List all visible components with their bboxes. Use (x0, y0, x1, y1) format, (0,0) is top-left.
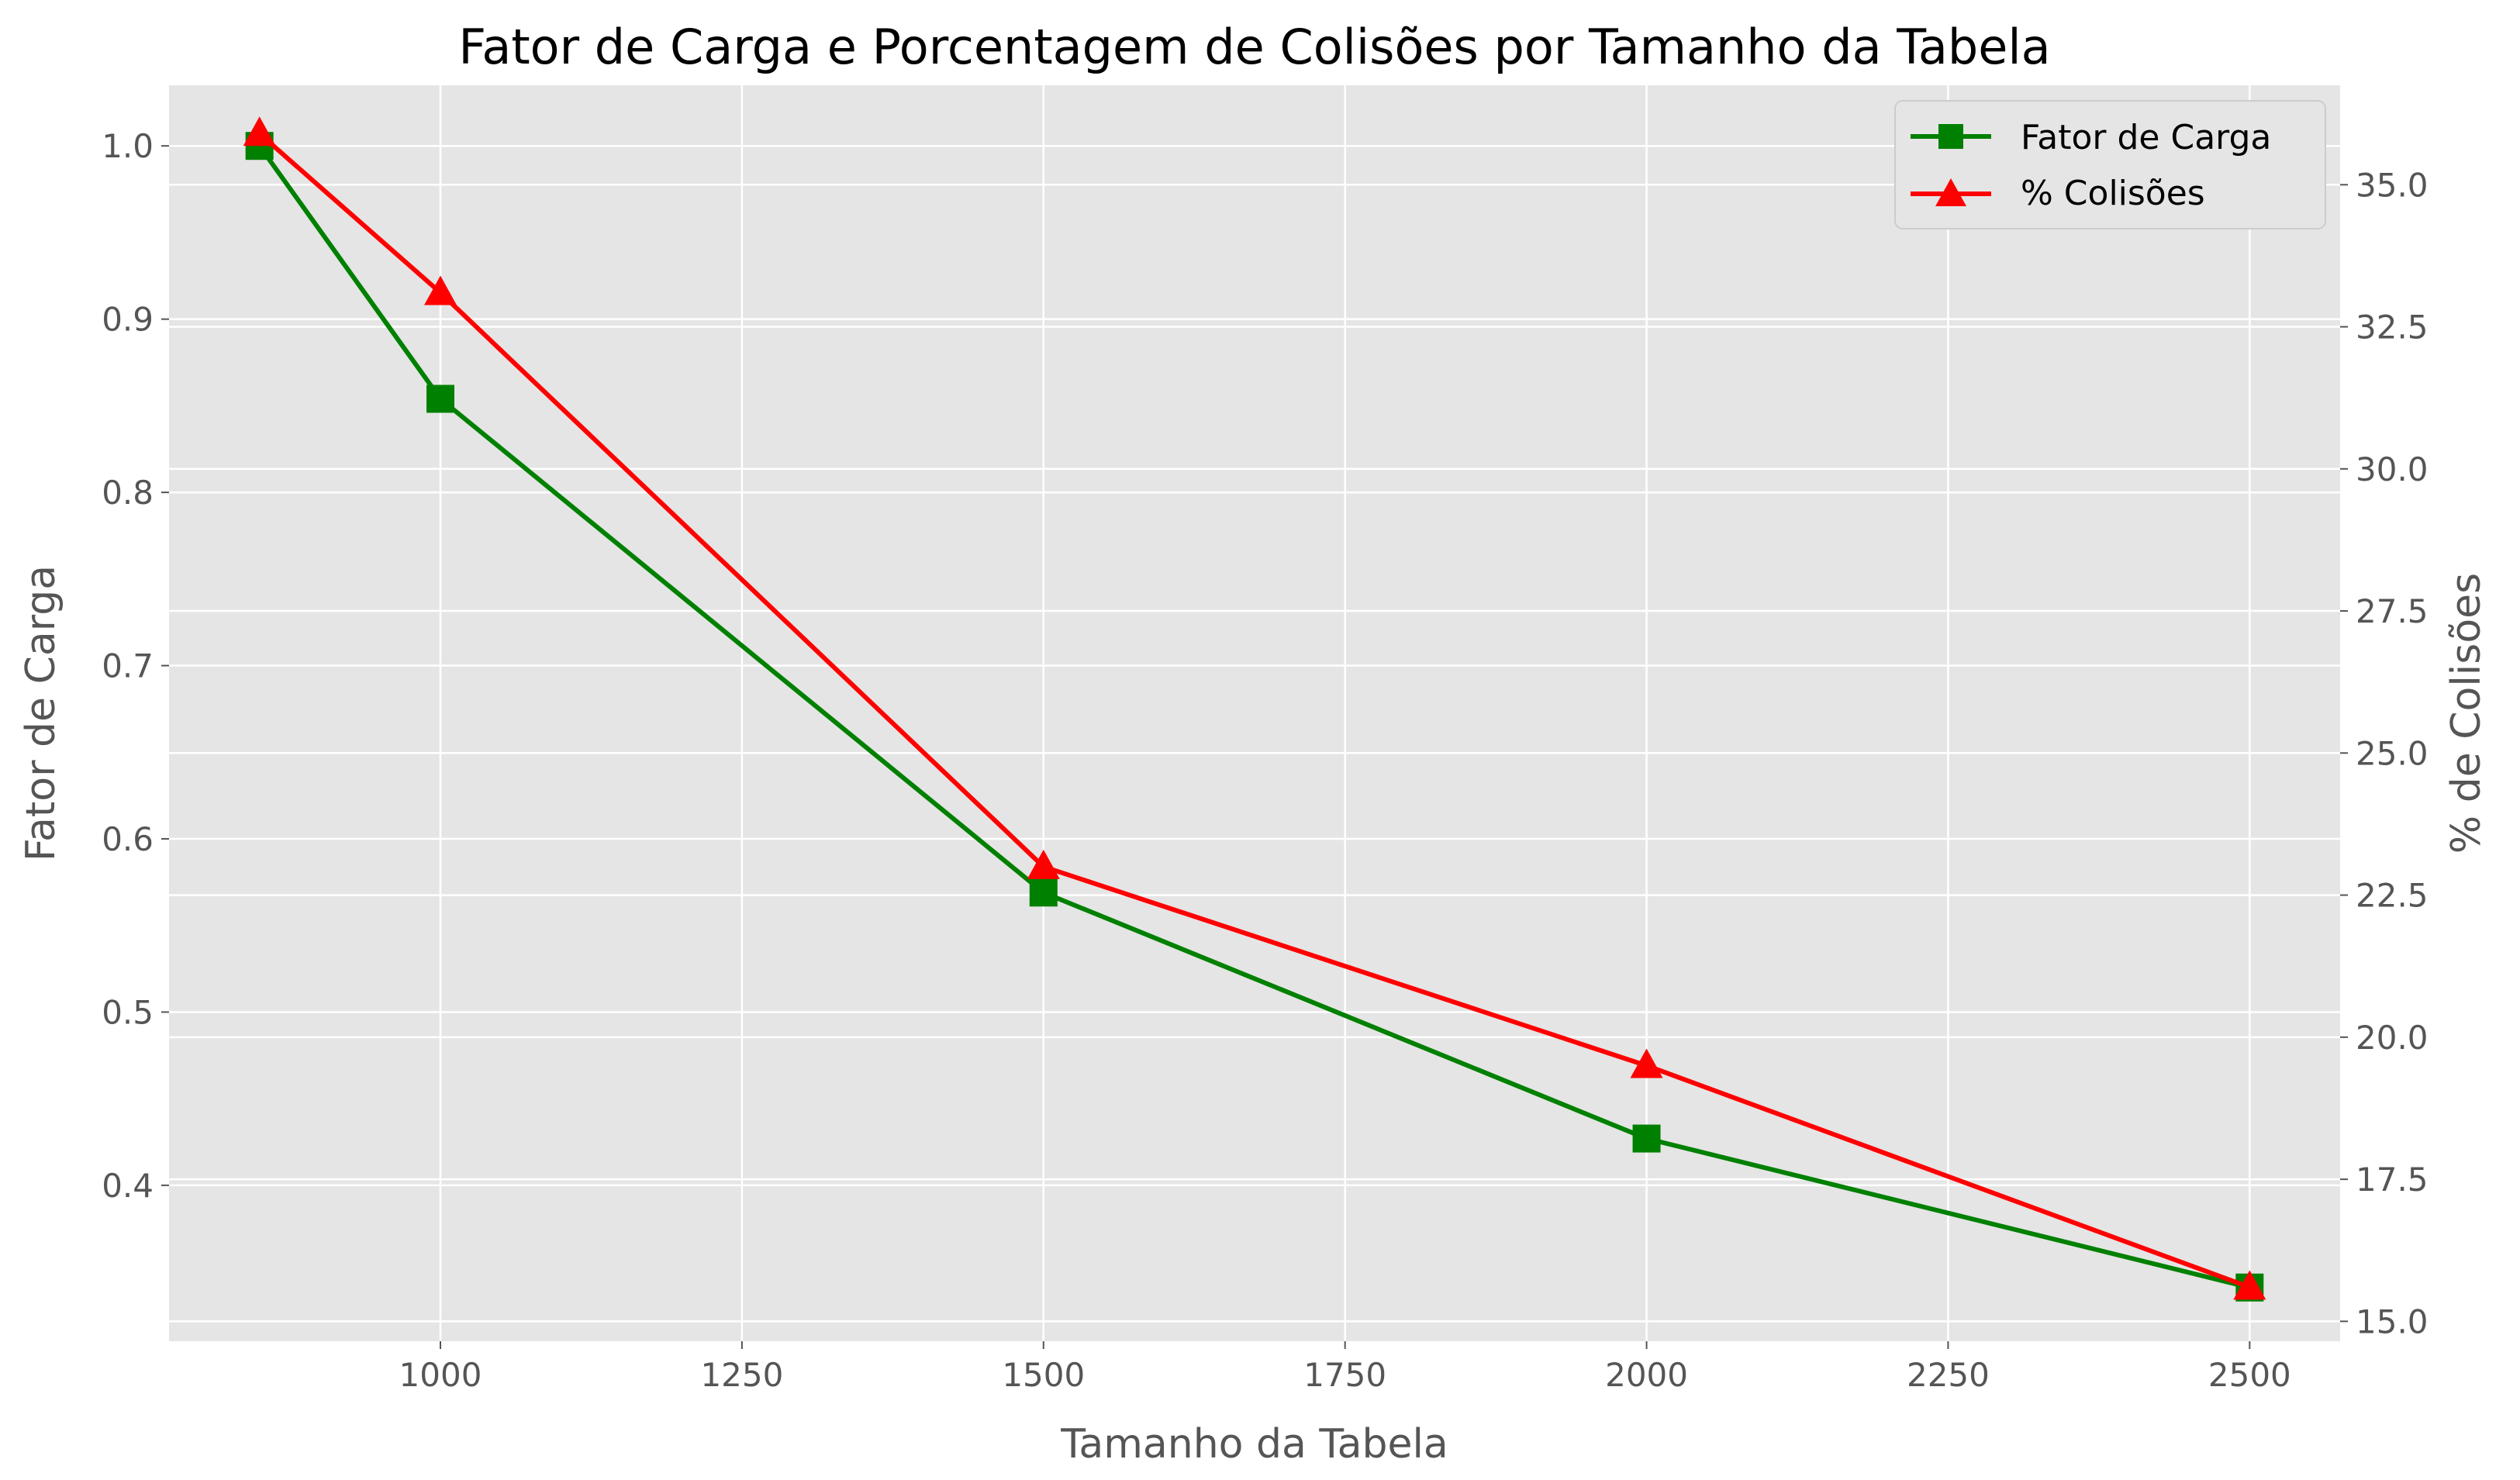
y-axis-label-right: % de Colisões (2443, 573, 2490, 854)
legend-text-fator: Fator de Carga (2021, 118, 2271, 157)
data-point-fator-de-carga (1029, 878, 1058, 907)
legend-box (1894, 100, 2326, 229)
y-right-tick-label: 27.5 (2356, 592, 2429, 630)
y-right-tick-label: 15.0 (2356, 1302, 2429, 1340)
y-right-tick-label: 20.0 (2356, 1019, 2429, 1057)
data-point-colisoes (1027, 849, 1060, 879)
x-tick-label: 2250 (1907, 1356, 1990, 1394)
chart-title: Fator de Carga e Porcentagem de Colisões… (458, 19, 2050, 75)
y-left-tick-label: 0.8 (102, 474, 154, 512)
ticks: 1000 1250 1500 1750 2000 2250 2500 0.4 0.5 0.6 0.7… (102, 127, 2428, 1394)
y-axis-label-left: Fator de Carga (18, 565, 64, 861)
data-point-colisoes (2233, 1270, 2266, 1300)
x-tick-label: 1250 (700, 1356, 783, 1394)
x-tick-label: 2000 (1605, 1356, 1688, 1394)
data-point-colisoes (424, 275, 457, 305)
legend-text-colisoes: % Colisões (2021, 174, 2205, 213)
legend-marker-square (1938, 124, 1963, 149)
y-right-tick-label: 30.0 (2356, 450, 2429, 488)
y-left-tick-label: 0.5 (102, 993, 154, 1031)
y-right-tick-label: 17.5 (2356, 1161, 2429, 1199)
data-point-fator-de-carga (1632, 1124, 1661, 1153)
x-tick-label: 1000 (399, 1356, 482, 1394)
legend: Fator de Carga % Colisões (1894, 100, 2326, 229)
series-layer (243, 116, 2266, 1302)
y-right-tick-label: 32.5 (2356, 309, 2429, 347)
y-right-tick-label: 22.5 (2356, 877, 2429, 915)
y-right-tick-label: 35.0 (2356, 166, 2429, 204)
y-left-tick-label: 0.7 (102, 647, 154, 685)
y-left-tick-label: 0.6 (102, 820, 154, 858)
x-tick-label: 1500 (1002, 1356, 1085, 1394)
x-axis-label: Tamanho da Tabela (1060, 1421, 1448, 1468)
x-tick-label: 2500 (2208, 1356, 2291, 1394)
y-right-tick-label: 25.0 (2356, 734, 2429, 772)
y-left-tick-label: 1.0 (102, 127, 154, 165)
legend-marker-triangle (1935, 178, 1966, 206)
y-left-tick-label: 0.4 (102, 1167, 154, 1205)
y-left-tick-label: 0.9 (102, 301, 154, 339)
x-tick-label: 1750 (1303, 1356, 1386, 1394)
data-point-fator-de-carga (426, 385, 454, 413)
data-point-colisoes (1630, 1048, 1663, 1078)
plot-background (169, 85, 2340, 1341)
data-point-colisoes (243, 116, 276, 147)
